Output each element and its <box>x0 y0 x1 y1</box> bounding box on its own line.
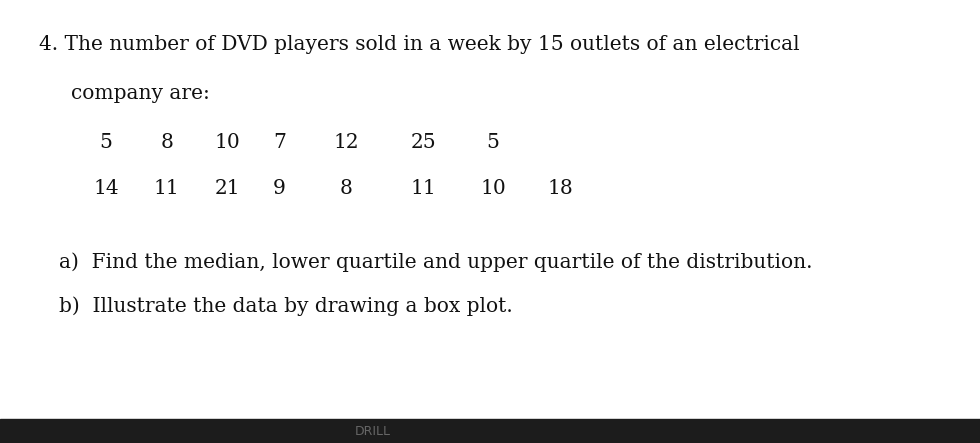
Text: 25: 25 <box>411 133 436 152</box>
Text: DRILL: DRILL <box>355 424 390 438</box>
Text: 12: 12 <box>333 133 359 152</box>
Text: 4. The number of DVD players sold in a week by 15 outlets of an electrical: 4. The number of DVD players sold in a w… <box>39 35 800 54</box>
Text: company are:: company are: <box>71 84 210 103</box>
Text: 7: 7 <box>272 133 286 152</box>
Text: 11: 11 <box>154 179 179 198</box>
Text: 21: 21 <box>215 179 240 198</box>
Text: 8: 8 <box>339 179 353 198</box>
Text: b)  Illustrate the data by drawing a box plot.: b) Illustrate the data by drawing a box … <box>59 297 513 316</box>
Text: 10: 10 <box>480 179 506 198</box>
Text: 11: 11 <box>411 179 436 198</box>
Text: 10: 10 <box>215 133 240 152</box>
Text: 18: 18 <box>548 179 573 198</box>
Text: 14: 14 <box>93 179 119 198</box>
Text: a)  Find the median, lower quartile and upper quartile of the distribution.: a) Find the median, lower quartile and u… <box>59 253 812 272</box>
Text: 5: 5 <box>99 133 113 152</box>
Text: 5: 5 <box>486 133 500 152</box>
Text: 9: 9 <box>272 179 286 198</box>
Text: 8: 8 <box>160 133 173 152</box>
